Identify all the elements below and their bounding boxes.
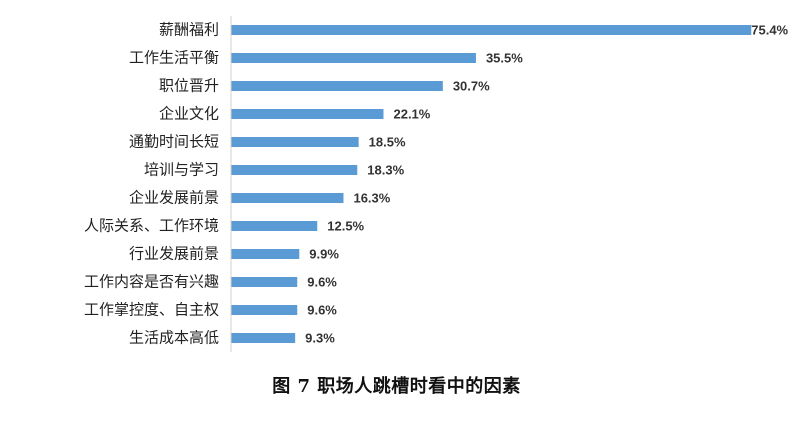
- category-label: 薪酬福利: [159, 21, 219, 39]
- bar: [231, 221, 318, 231]
- bars-group: [231, 25, 752, 343]
- bar: [231, 81, 443, 91]
- bar: [231, 305, 298, 315]
- bar: [231, 165, 358, 175]
- value-label: 18.3%: [367, 162, 404, 177]
- category-label: 工作生活平衡: [129, 49, 219, 67]
- value-label: 35.5%: [486, 50, 523, 65]
- category-label: 生活成本高低: [129, 329, 219, 347]
- category-labels-group: 薪酬福利工作生活平衡职位晋升企业文化通勤时间长短培训与学习企业发展前景人际关系、…: [84, 21, 219, 347]
- value-label: 9.6%: [307, 302, 337, 317]
- value-labels-group: 75.4% 35.5% 30.7% 22.1% 18.5% 18.3% 16.3% 12.5%…: [305, 22, 788, 345]
- bar: [231, 25, 752, 35]
- bar-chart: 薪酬福利工作生活平衡职位晋升企业文化通勤时间长短培训与学习企业发展前景人际关系、…: [84, 16, 789, 352]
- bar: [231, 249, 300, 259]
- value-label: 30.7%: [453, 78, 490, 93]
- value-label: 9.6%: [307, 274, 337, 289]
- value-label: 22.1%: [393, 106, 430, 121]
- category-label: 职位晋升: [159, 77, 219, 95]
- category-label: 人际关系、工作环境: [84, 217, 219, 235]
- value-label: 9.9%: [309, 246, 339, 261]
- category-label: 工作掌控度、自主权: [84, 301, 219, 319]
- bar: [231, 277, 298, 287]
- value-label: 75.4%: [751, 22, 788, 37]
- value-label: 9.3%: [305, 330, 335, 345]
- category-label: 通勤时间长短: [129, 133, 219, 151]
- category-label: 培训与学习: [144, 161, 219, 179]
- value-label: 12.5%: [327, 218, 364, 233]
- bar: [231, 137, 359, 147]
- bar: [231, 333, 296, 343]
- category-label: 企业文化: [159, 105, 219, 123]
- value-label: 16.3%: [353, 190, 390, 205]
- category-label: 企业发展前景: [129, 189, 219, 207]
- category-label: 行业发展前景: [129, 245, 219, 263]
- figure-caption: 图 7 职场人跳槽时看中的因素: [272, 376, 521, 397]
- bar: [231, 109, 384, 119]
- value-label: 18.5%: [369, 134, 406, 149]
- bar: [231, 193, 344, 203]
- category-label: 工作内容是否有兴趣: [84, 273, 219, 291]
- bar: [231, 53, 476, 63]
